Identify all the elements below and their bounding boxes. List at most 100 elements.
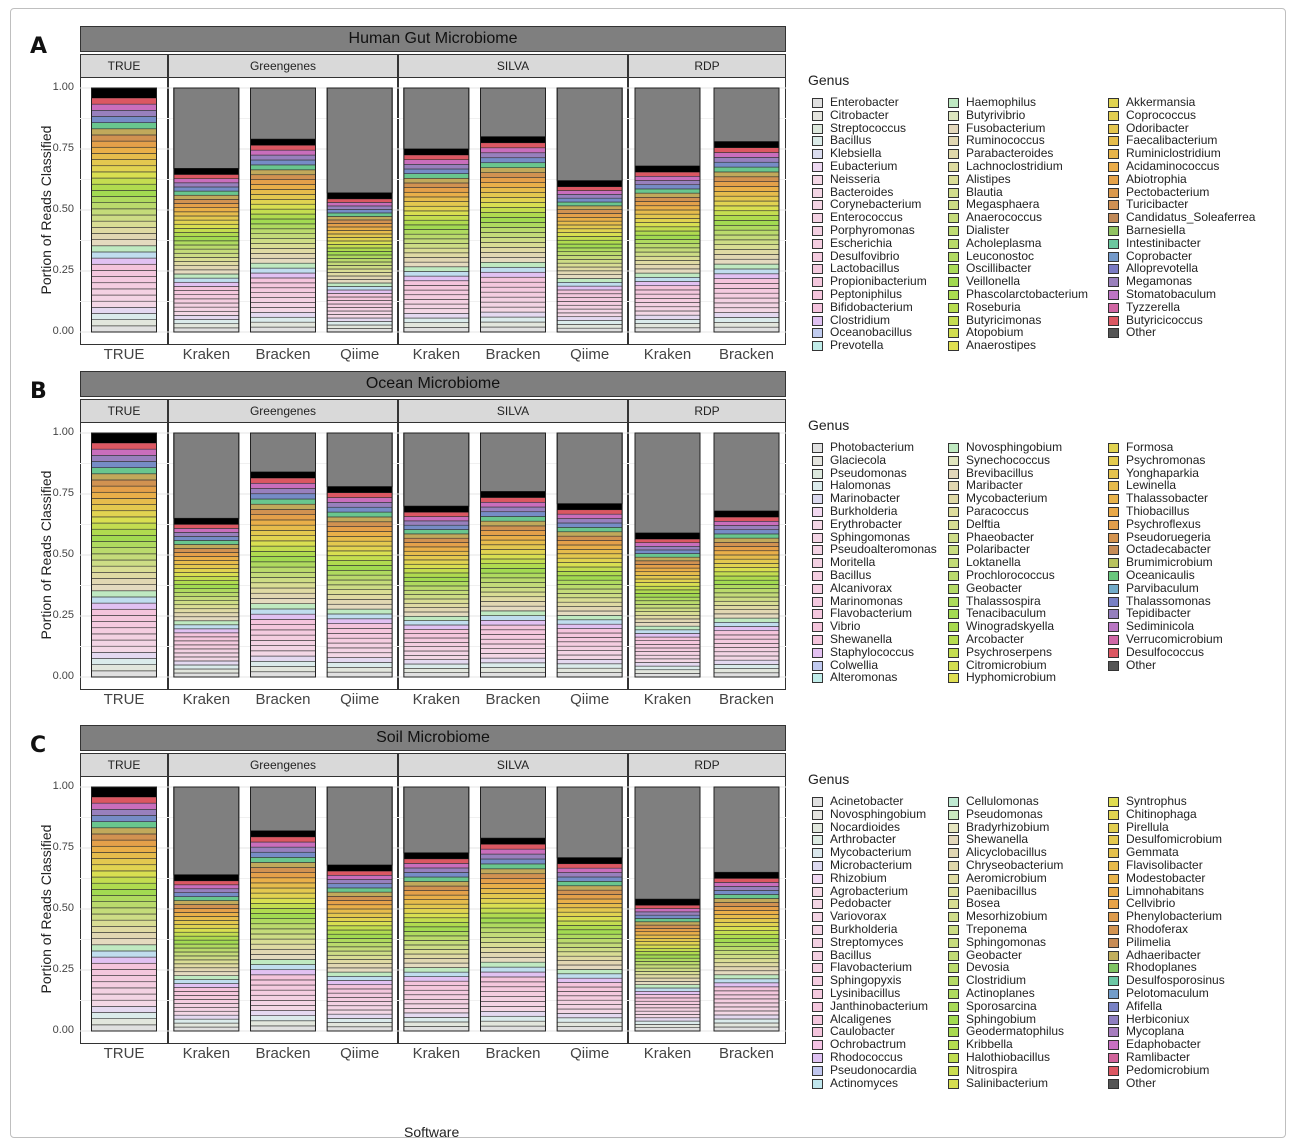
bar-segment: [250, 545, 316, 552]
bar-segment: [713, 890, 780, 895]
bar-segment: [556, 285, 623, 291]
bar-segment: [91, 950, 157, 958]
legend-label: Geobacter: [966, 947, 1023, 962]
bar-segment: [480, 986, 546, 992]
bar-segment: [403, 252, 470, 258]
bar-segment: [403, 581, 470, 587]
bar-segment: [480, 207, 546, 213]
bar-segment: [480, 296, 546, 303]
bar-segment: [326, 975, 393, 981]
bar-segment: [480, 932, 546, 938]
bar-segment: [326, 594, 393, 600]
legend-label: Sporosarcina: [966, 998, 1037, 1013]
bar-segment: [91, 796, 157, 804]
bar-segment: [556, 942, 623, 948]
bar-segment: [250, 943, 316, 950]
bar-segment: [403, 563, 470, 569]
bar-segment-other: [173, 786, 240, 876]
bar-segment: [91, 926, 157, 933]
legend-swatch: [812, 1040, 823, 1051]
legend-swatch: [812, 1014, 823, 1025]
bar-segment: [403, 550, 470, 556]
bar-segment: [250, 149, 316, 156]
bar-segment: [326, 992, 393, 998]
bar-segment: [480, 1011, 546, 1017]
bar-segment: [91, 833, 157, 841]
legend-swatch: [948, 558, 959, 569]
bar-segment: [91, 208, 157, 216]
bar-segment: [403, 187, 470, 193]
bar-segment: [91, 140, 157, 148]
bar-segment: [326, 521, 393, 527]
bar-segment: [556, 190, 623, 195]
bar-segment-top: [557, 503, 623, 510]
legend-swatch: [812, 455, 823, 466]
bar-kraken: [634, 87, 701, 333]
bar-segment: [326, 891, 393, 897]
bar-segment: [91, 664, 157, 672]
legend-label: Candidatus_Soleaferrea: [1126, 210, 1256, 225]
legend-swatch: [812, 290, 823, 300]
bar-segment: [634, 914, 701, 919]
bar-segment: [326, 883, 393, 889]
bar-segment: [326, 984, 393, 990]
bar-segment: [250, 287, 316, 293]
x-tick-label: Kraken: [643, 691, 692, 708]
bar-segment: [326, 279, 393, 284]
bar-segment: [326, 223, 393, 228]
bar-segment: [634, 904, 701, 909]
bar-segment: [634, 596, 701, 602]
bar-segment: [713, 1022, 780, 1028]
bar-segment: [91, 987, 157, 995]
bar-segment: [480, 152, 546, 159]
bar-segment: [91, 282, 157, 290]
panel-letter: B: [30, 379, 47, 404]
bar-segment: [326, 545, 393, 552]
bar-segment: [326, 917, 393, 922]
bar-segment: [713, 229, 780, 236]
legend-swatch: [948, 647, 959, 658]
bar-segment: [403, 1017, 470, 1023]
bar-segment: [403, 520, 470, 526]
bar-segment: [556, 863, 623, 869]
legend-swatch: [1108, 519, 1119, 530]
legend-label: Lactobacillus: [830, 261, 900, 276]
bar-segment: [173, 644, 240, 650]
bar-segment: [173, 620, 240, 626]
legend-label: Prochlorococcus: [966, 568, 1055, 582]
x-tick-label: Bracken: [718, 346, 775, 363]
bar-segment: [173, 604, 240, 610]
bar-segment: [250, 243, 316, 249]
bar-bracken: [480, 432, 546, 678]
bar-segment: [91, 116, 157, 123]
legend-swatch: [1108, 149, 1119, 160]
bar-segment: [713, 621, 780, 627]
bar-segment-other: [326, 786, 393, 866]
bar-segment: [91, 325, 157, 333]
bar-segment: [326, 652, 393, 658]
legend-label: Burkholderia: [830, 504, 898, 518]
facet-plot: [168, 432, 398, 678]
bar-segment: [173, 596, 240, 601]
bar-segment: [250, 640, 316, 646]
bar-segment: [556, 920, 623, 926]
legend-swatch: [948, 873, 959, 884]
bar-segment: [634, 251, 701, 257]
bar-segment: [173, 536, 240, 541]
bar-segment: [326, 618, 393, 624]
bar-segment: [403, 294, 470, 300]
bar-segment: [250, 561, 316, 568]
bar-segment: [91, 485, 157, 493]
bar-segment: [634, 310, 701, 316]
bar-segment: [91, 932, 157, 939]
bar-segment: [403, 976, 470, 982]
legend-swatch: [948, 443, 959, 453]
bar-segment: [326, 516, 393, 523]
facet-strip-silva: SILVA: [398, 399, 628, 423]
bar-segment: [634, 971, 701, 976]
legend-swatch: [948, 1027, 959, 1038]
bar-segment: [91, 889, 157, 896]
bar-segment: [713, 634, 780, 640]
bar-segment: [173, 931, 240, 937]
bar-segment: [250, 169, 316, 176]
